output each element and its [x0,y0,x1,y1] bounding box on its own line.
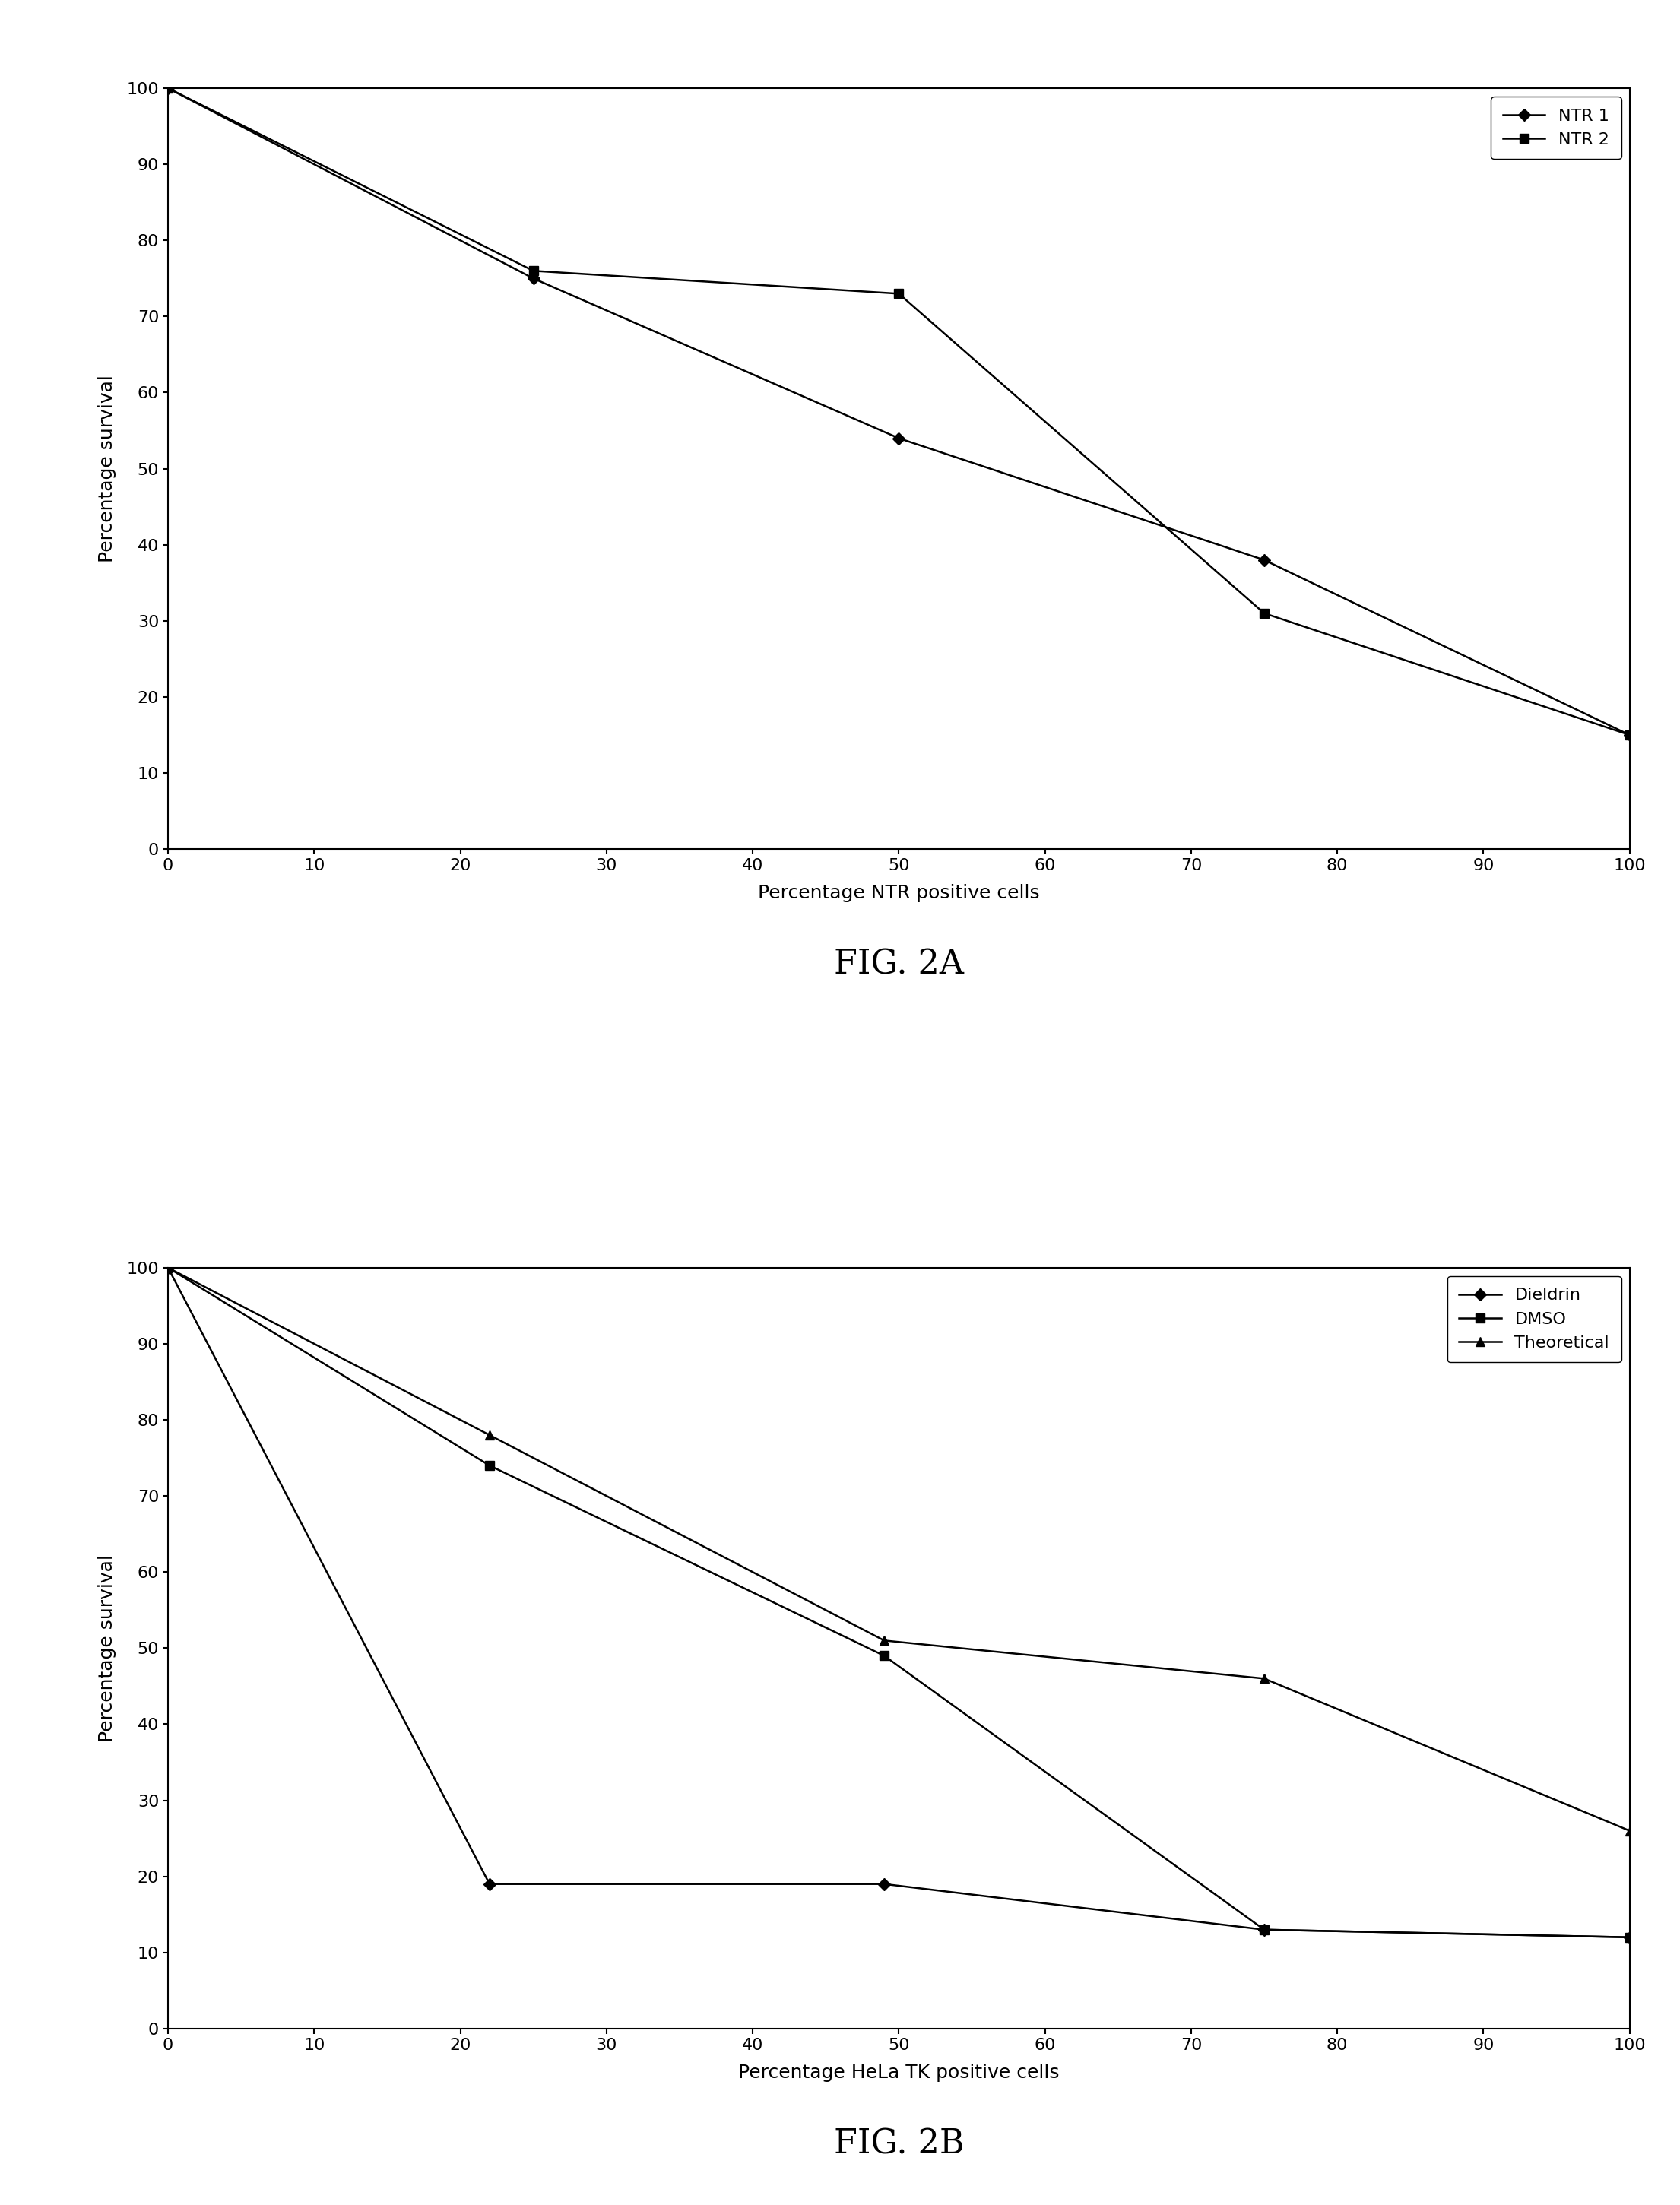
NTR 2 [158,75,178,101]
X-axis label: Percentage NTR positive cells: Percentage NTR positive cells [758,884,1040,902]
NTR 1 [524,265,544,291]
Text: FIG. 2B: FIG. 2B [833,2128,964,2161]
Dieldrin [1620,1925,1640,1951]
NTR 2 [524,258,544,284]
Theoretical [158,1255,178,1281]
Theoretical [1620,1817,1640,1843]
Legend: NTR 1, NTR 2: NTR 1, NTR 2 [1490,97,1621,159]
Y-axis label: Percentage survival: Percentage survival [97,1555,116,1742]
NTR 1 [1620,721,1640,747]
DMSO [1253,1916,1275,1943]
Line: NTR 1: NTR 1 [163,84,1635,739]
NTR 2 [1253,600,1275,626]
Theoretical [874,1627,894,1654]
DMSO [158,1255,178,1281]
Y-axis label: Percentage survival: Percentage survival [97,375,116,562]
Text: FIG. 2A: FIG. 2A [833,948,964,981]
NTR 1 [1253,547,1275,573]
Dieldrin [479,1870,499,1896]
Theoretical [1253,1665,1275,1691]
DMSO [1620,1925,1640,1951]
Legend: Dieldrin, DMSO, Theoretical: Dieldrin, DMSO, Theoretical [1446,1277,1621,1363]
Theoretical [479,1422,499,1449]
Dieldrin [874,1870,894,1896]
Line: DMSO: DMSO [163,1263,1635,1943]
X-axis label: Percentage HeLa TK positive cells: Percentage HeLa TK positive cells [738,2064,1060,2082]
NTR 2 [889,280,909,306]
Line: Theoretical: Theoretical [163,1263,1635,1835]
NTR 1 [158,75,178,101]
Line: NTR 2: NTR 2 [163,84,1635,739]
DMSO [874,1643,894,1669]
Line: Dieldrin: Dieldrin [163,1263,1635,1943]
Dieldrin [1253,1916,1275,1943]
Dieldrin [158,1255,178,1281]
NTR 1 [889,426,909,452]
NTR 2 [1620,721,1640,747]
DMSO [479,1453,499,1480]
